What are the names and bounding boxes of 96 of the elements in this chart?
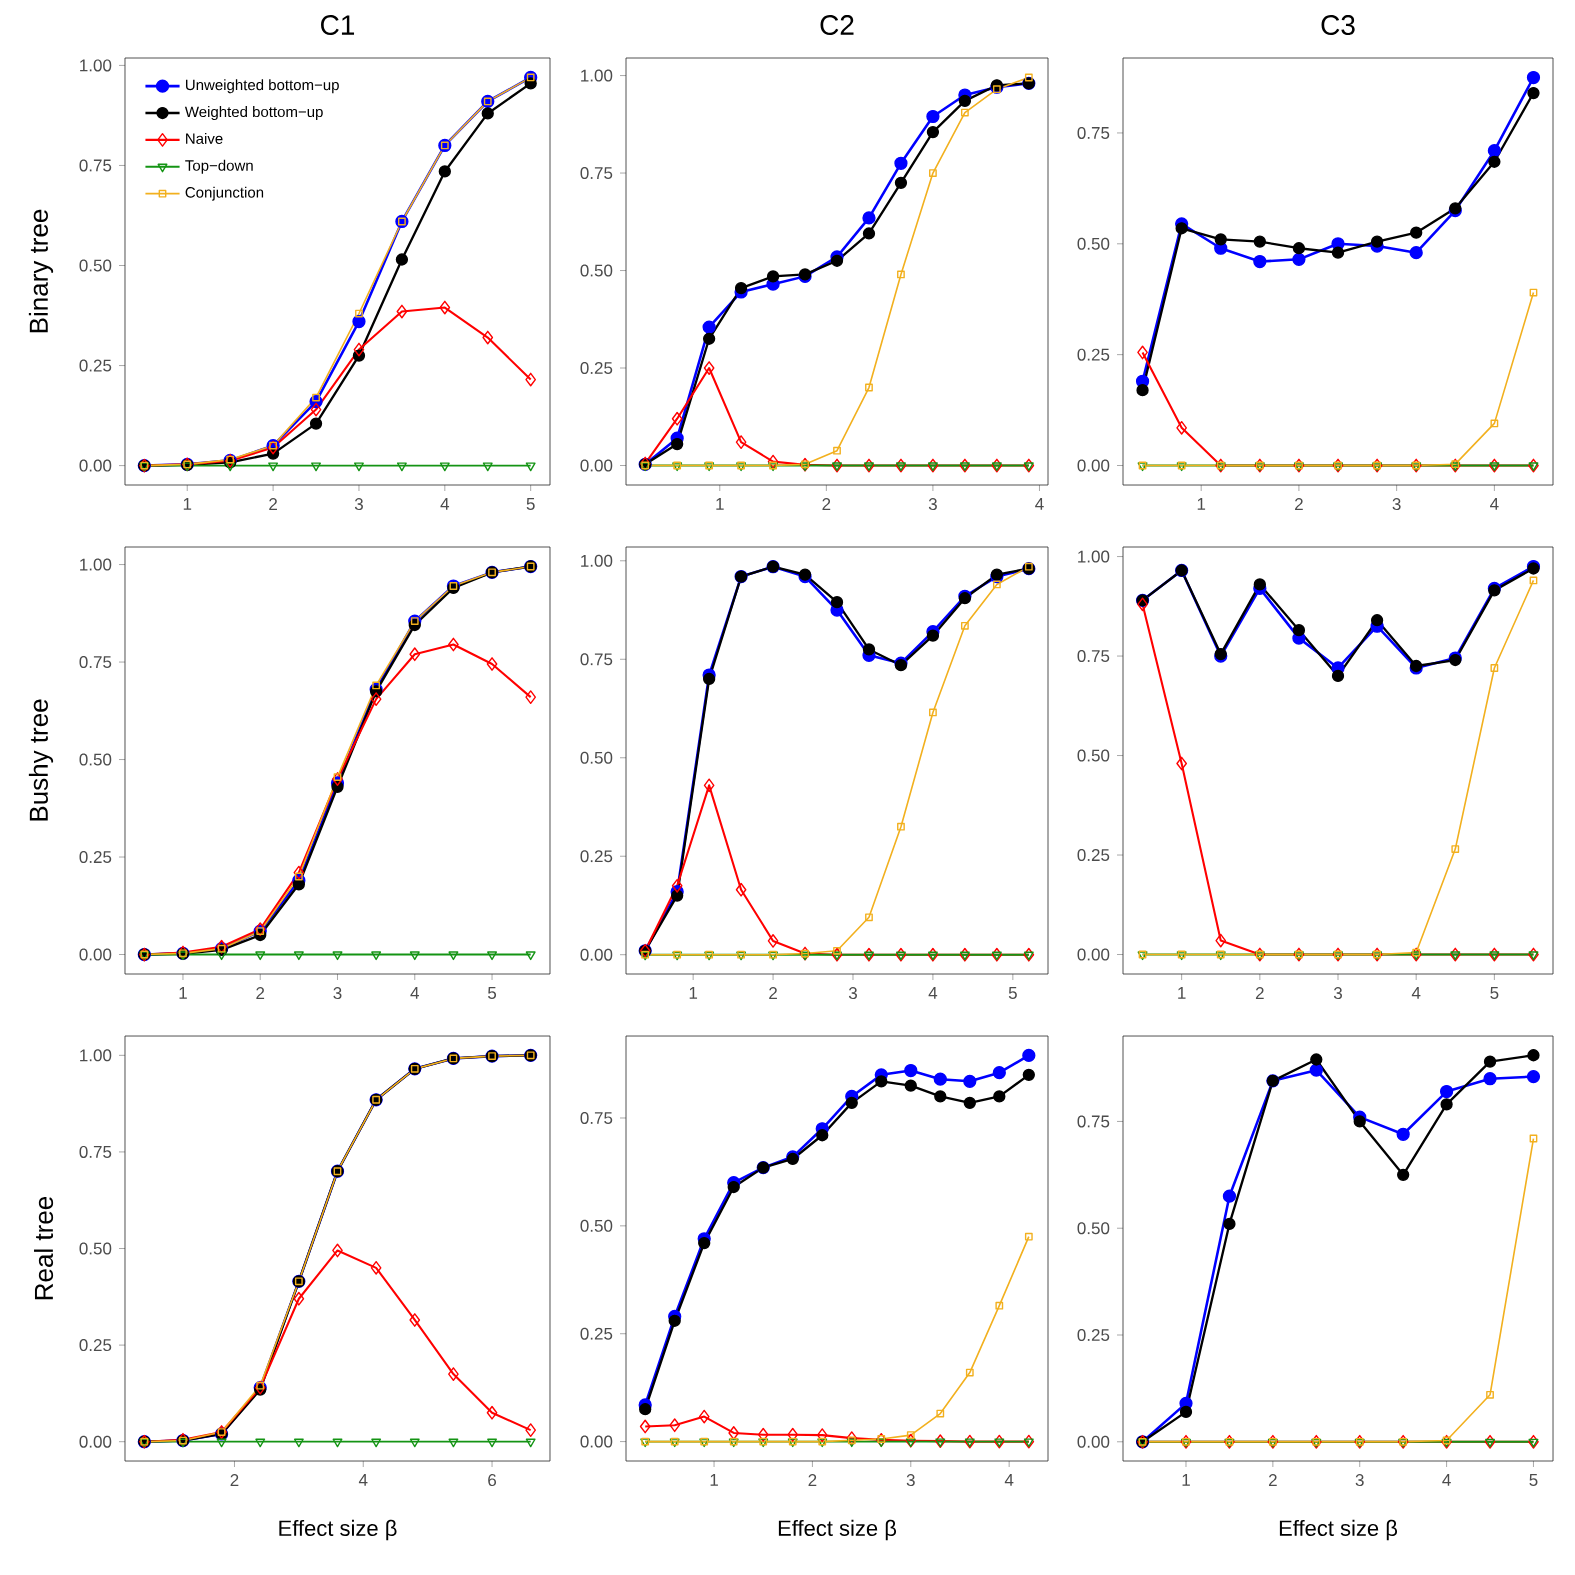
y-tick-label: 1.00	[581, 69, 613, 82]
x-tick-label: 2	[230, 1474, 239, 1486]
y-tick-label: 1.00	[581, 554, 613, 567]
y-tick-label: 0.00	[580, 459, 613, 472]
y-tick-label: 0.75	[79, 656, 112, 669]
x-tick-label: 5	[1529, 1474, 1538, 1486]
x-tick-label: 4	[1442, 1474, 1451, 1486]
y-tick-label: 0.75	[1077, 1115, 1110, 1128]
x-tick-label: 3	[1392, 498, 1401, 511]
legend-label: Conjunction	[185, 186, 264, 201]
y-tick-label: 1.00	[1078, 550, 1110, 563]
y-tick-label: 0.00	[79, 1435, 112, 1448]
x-tick-label: 1	[183, 498, 192, 510]
y-axis-title: Binary tree	[28, 209, 54, 333]
x-tick-label: 4	[1411, 987, 1421, 999]
x-tick-label: 4	[1004, 1474, 1014, 1486]
x-tick-label: 2	[1268, 1474, 1277, 1486]
y-tick-label: 0.75	[1077, 126, 1110, 139]
x-tick-label: 1	[710, 1474, 718, 1486]
legend-label: Weighted bottom−up	[184, 106, 323, 121]
y-tick-label: 0.75	[79, 1145, 112, 1158]
y-tick-label: 0.50	[580, 1219, 613, 1232]
x-tick-label: 2	[1295, 498, 1303, 510]
x-tick-label: 4	[1490, 498, 1499, 510]
x-tick-label: 2	[769, 987, 777, 999]
x-tick-label: 3	[333, 987, 342, 1000]
y-tick-label: 0.25	[79, 851, 112, 864]
y-tick-label: 0.00	[1077, 1435, 1110, 1448]
y-tick-label: 0.25	[580, 362, 613, 375]
y-tick-label: 0.25	[1077, 348, 1110, 361]
y-tick-label: 0.75	[580, 653, 613, 666]
y-tick-label: 0.00	[580, 948, 613, 961]
legend-label: Top−down	[185, 159, 253, 174]
y-tick-label: 0.00	[1077, 459, 1110, 472]
y-tick-label: 0.25	[580, 1327, 613, 1340]
chart-title: C2	[820, 15, 854, 35]
y-tick-label: 0.00	[580, 1435, 613, 1448]
y-tick-label: 0.00	[79, 948, 112, 961]
x-tick-label: 1	[1178, 987, 1186, 999]
x-tick-label: 3	[1355, 1474, 1364, 1487]
x-tick-label: 2	[269, 498, 277, 510]
x-tick-label: 2	[1255, 987, 1264, 999]
x-axis-title: Effect size β	[279, 1519, 397, 1541]
x-tick-label: 1	[689, 987, 698, 999]
x-tick-label: 1	[716, 498, 724, 510]
x-tick-label: 1	[179, 987, 187, 999]
y-tick-label: 0.50	[1077, 749, 1110, 762]
x-tick-label: 3	[354, 498, 363, 511]
y-tick-label: 0.75	[79, 159, 112, 172]
y-tick-label: 0.75	[580, 167, 613, 180]
legend-label: Unweighted bottom−up	[186, 79, 339, 94]
y-tick-label: 0.50	[580, 751, 613, 764]
x-tick-label: 4	[1035, 498, 1044, 510]
y-tick-label: 0.25	[1077, 849, 1110, 862]
x-tick-label: 1	[1197, 498, 1206, 510]
y-axis-title: Bushy tree	[28, 699, 54, 821]
x-tick-label: 3	[1333, 987, 1342, 1000]
x-tick-label: 2	[808, 1474, 817, 1486]
y-tick-label: 0.25	[580, 850, 613, 863]
x-tick-label: 3	[928, 498, 937, 511]
y-tick-label: 0.25	[79, 1339, 112, 1352]
x-tick-label: 4	[928, 987, 938, 999]
y-tick-label: 0.50	[580, 264, 613, 277]
y-axis-title: Real tree	[34, 1196, 54, 1300]
x-tick-label: 1	[1182, 1474, 1190, 1486]
x-tick-label: 2	[822, 498, 831, 510]
x-tick-label: 5	[488, 987, 497, 999]
y-tick-label: 0.00	[79, 459, 112, 472]
y-tick-label: 0.75	[580, 1111, 613, 1124]
x-tick-label: 5	[526, 498, 535, 510]
x-axis-title: Effect size β	[778, 1519, 897, 1541]
x-tick-label: 3	[848, 987, 857, 1000]
y-tick-label: 0.25	[1077, 1329, 1110, 1342]
y-tick-label: 0.50	[79, 259, 112, 272]
x-tick-label: 3	[906, 1474, 915, 1487]
y-tick-label: 1.00	[80, 558, 112, 571]
y-tick-label: 0.50	[79, 753, 112, 766]
legend-label: Naive	[186, 132, 223, 144]
y-tick-label: 1.00	[80, 59, 112, 72]
x-tick-label: 4	[358, 1474, 368, 1486]
y-tick-label: 0.00	[1077, 948, 1110, 961]
x-tick-label: 5	[1008, 987, 1017, 999]
x-tick-label: 2	[256, 987, 265, 999]
y-tick-label: 0.75	[1077, 650, 1110, 663]
x-axis-title: Effect size β	[1279, 1519, 1398, 1541]
chart-title: C3	[1321, 15, 1355, 35]
x-tick-label: 4	[410, 987, 420, 999]
y-tick-label: 1.00	[80, 1049, 112, 1062]
y-tick-label: 0.25	[79, 359, 112, 372]
y-tick-label: 0.50	[1077, 1222, 1110, 1235]
chart-title: C1	[321, 15, 355, 35]
x-tick-label: 6	[488, 1474, 497, 1487]
y-tick-label: 0.50	[1077, 237, 1110, 250]
x-tick-label: 4	[440, 498, 450, 510]
x-tick-label: 5	[1490, 987, 1499, 999]
y-tick-label: 0.50	[79, 1242, 112, 1255]
